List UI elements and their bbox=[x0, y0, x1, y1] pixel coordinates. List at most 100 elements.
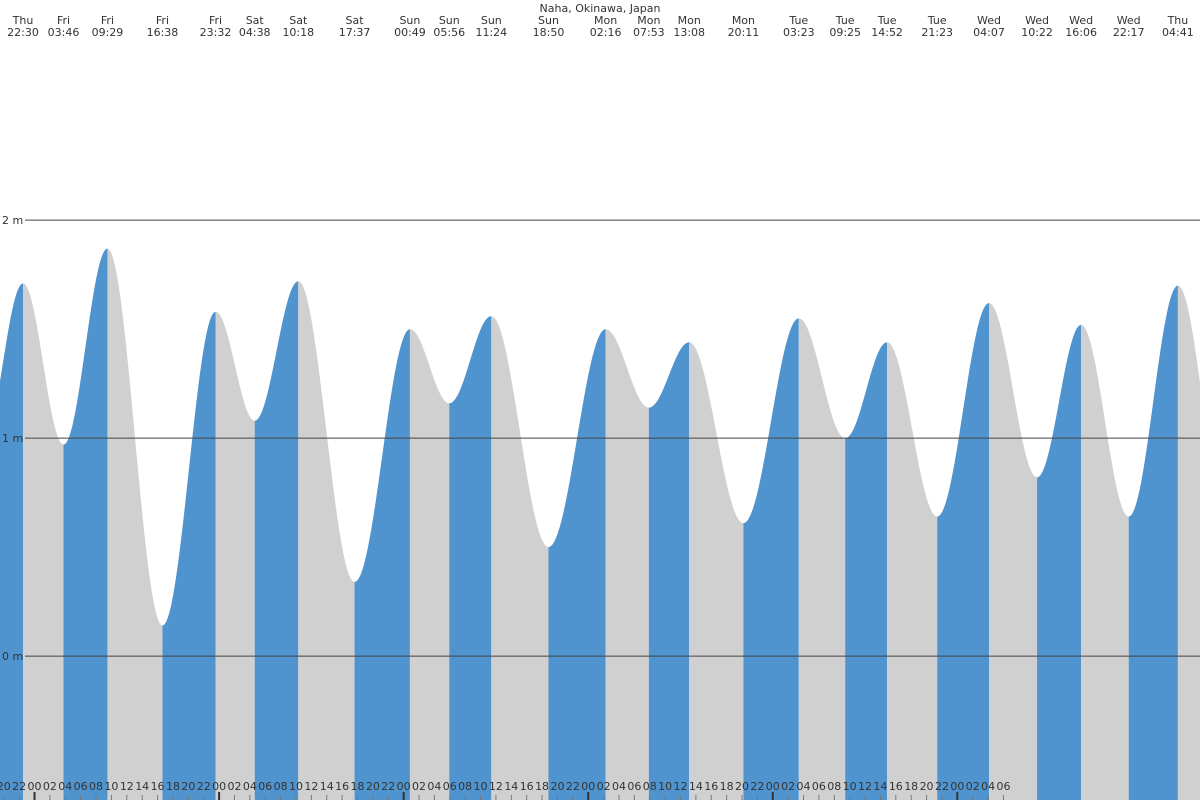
tide-segment bbox=[215, 311, 255, 800]
extreme-time: 02:16 bbox=[590, 26, 622, 39]
extreme-time: 04:41 bbox=[1162, 26, 1194, 39]
hour-tick-label: 06 bbox=[74, 780, 88, 793]
hour-tick-label: 20 bbox=[550, 780, 564, 793]
chart-title: Naha, Okinawa, Japan bbox=[540, 2, 661, 15]
extreme-day: Sat bbox=[289, 14, 308, 27]
extreme-time: 13:08 bbox=[673, 26, 705, 39]
hour-tick-label: 20 bbox=[0, 780, 11, 793]
hour-tick-label: 22 bbox=[935, 780, 949, 793]
extreme-day: Thu bbox=[1167, 14, 1189, 27]
hour-tick-label: 20 bbox=[366, 780, 380, 793]
hour-tick-label: 08 bbox=[89, 780, 103, 793]
hour-tick-label: 08 bbox=[643, 780, 657, 793]
hour-tick-label: 14 bbox=[320, 780, 334, 793]
hour-tick-label: 12 bbox=[489, 780, 503, 793]
extreme-day: Wed bbox=[977, 14, 1001, 27]
hour-tick-label: 16 bbox=[520, 780, 534, 793]
extreme-time: 05:56 bbox=[433, 26, 465, 39]
hour-tick-label: 22 bbox=[566, 780, 580, 793]
tide-segment bbox=[254, 281, 299, 800]
tide-segment bbox=[0, 283, 23, 800]
extreme-day: Fri bbox=[57, 14, 70, 27]
extreme-day: Mon bbox=[678, 14, 701, 27]
hour-tick-label: 04 bbox=[981, 780, 995, 793]
hour-tick-label: 18 bbox=[720, 780, 734, 793]
extreme-time: 18:50 bbox=[533, 26, 565, 39]
hour-tick-label: 06 bbox=[443, 780, 457, 793]
hour-tick-label: 22 bbox=[197, 780, 211, 793]
tide-segment bbox=[23, 283, 64, 800]
extreme-time: 04:38 bbox=[239, 26, 271, 39]
extreme-day: Tue bbox=[835, 14, 855, 27]
hour-tick-label: 14 bbox=[689, 780, 703, 793]
extreme-time: 10:22 bbox=[1021, 26, 1053, 39]
extreme-day: Wed bbox=[1025, 14, 1049, 27]
tide-segment bbox=[798, 318, 846, 800]
hour-tick-label: 16 bbox=[704, 780, 718, 793]
hour-tick-label: 10 bbox=[474, 780, 488, 793]
extreme-day: Sun bbox=[439, 14, 460, 27]
hour-tick-label: 08 bbox=[827, 780, 841, 793]
extreme-day: Fri bbox=[101, 14, 114, 27]
tide-segment bbox=[887, 342, 938, 800]
y-tick-label: 2 m bbox=[2, 214, 23, 227]
extreme-day: Sun bbox=[399, 14, 420, 27]
hour-tick-label: 04 bbox=[58, 780, 72, 793]
extreme-time: 03:46 bbox=[48, 26, 80, 39]
y-tick-label: 1 m bbox=[2, 432, 23, 445]
extreme-time: 07:53 bbox=[633, 26, 665, 39]
extreme-day: Wed bbox=[1117, 14, 1141, 27]
extreme-time: 10:18 bbox=[282, 26, 314, 39]
extreme-time: 23:32 bbox=[200, 26, 232, 39]
tide-segment bbox=[648, 342, 690, 800]
extreme-time: 03:23 bbox=[783, 26, 815, 39]
hour-tick-label: 00 bbox=[28, 780, 42, 793]
hour-tick-label: 12 bbox=[858, 780, 872, 793]
hour-tick-label: 14 bbox=[504, 780, 518, 793]
extreme-day: Wed bbox=[1069, 14, 1093, 27]
hour-tick-label: 02 bbox=[966, 780, 980, 793]
hour-tick-label: 12 bbox=[673, 780, 687, 793]
hour-tick-label: 22 bbox=[12, 780, 26, 793]
hour-tick-label: 18 bbox=[166, 780, 180, 793]
hour-tick-label: 06 bbox=[258, 780, 272, 793]
hour-tick-label: 14 bbox=[135, 780, 149, 793]
hour-tick-label: 20 bbox=[181, 780, 195, 793]
hour-tick-label: 04 bbox=[427, 780, 441, 793]
hour-tick-label: 18 bbox=[904, 780, 918, 793]
hour-tick-label: 12 bbox=[304, 780, 318, 793]
extreme-time: 22:30 bbox=[7, 26, 39, 39]
extreme-time: 09:25 bbox=[829, 26, 861, 39]
hour-tick-label: 18 bbox=[351, 780, 365, 793]
hour-tick-label: 20 bbox=[735, 780, 749, 793]
tide-segment bbox=[449, 316, 492, 800]
tide-segment bbox=[689, 342, 744, 800]
extreme-day: Sun bbox=[538, 14, 559, 27]
hour-tick-label: 12 bbox=[120, 780, 134, 793]
extreme-time: 21:23 bbox=[921, 26, 953, 39]
tide-segment bbox=[1037, 324, 1082, 800]
hour-tick-label: 10 bbox=[289, 780, 303, 793]
extreme-day: Fri bbox=[209, 14, 222, 27]
hour-tick-label: 00 bbox=[581, 780, 595, 793]
extreme-day: Fri bbox=[156, 14, 169, 27]
tide-segment bbox=[354, 329, 410, 800]
hour-tick-label: 06 bbox=[627, 780, 641, 793]
tide-segment bbox=[298, 281, 355, 800]
extreme-time: 17:37 bbox=[339, 26, 371, 39]
tide-segment bbox=[107, 248, 163, 800]
extreme-time: 22:17 bbox=[1113, 26, 1145, 39]
extreme-day: Tue bbox=[877, 14, 897, 27]
hour-tick-label: 08 bbox=[274, 780, 288, 793]
tide-segment bbox=[1177, 285, 1200, 800]
hour-tick-label: 16 bbox=[151, 780, 165, 793]
extreme-time: 16:38 bbox=[147, 26, 179, 39]
hour-tick-label: 00 bbox=[212, 780, 226, 793]
hour-tick-label: 04 bbox=[612, 780, 626, 793]
extreme-time: 09:29 bbox=[92, 26, 124, 39]
tide-segment bbox=[845, 342, 888, 800]
tide-segment bbox=[937, 302, 989, 800]
hour-tick-label: 02 bbox=[781, 780, 795, 793]
tide-segment bbox=[743, 318, 799, 800]
